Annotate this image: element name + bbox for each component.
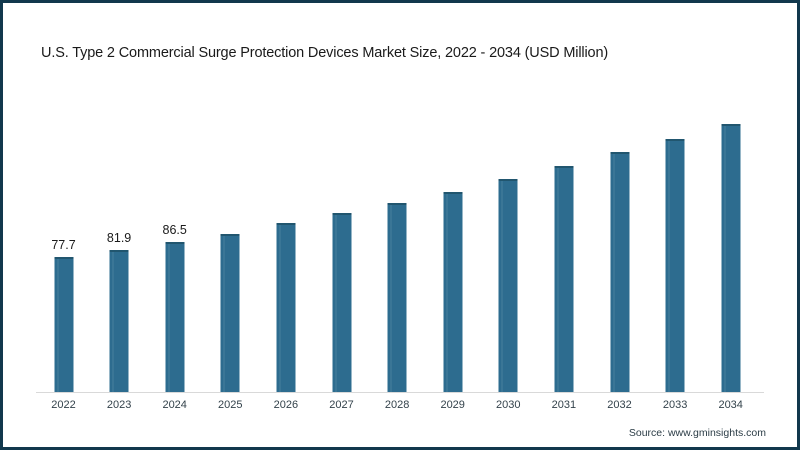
bar-group: 2028: [369, 3, 425, 411]
bar[interactable]: [165, 241, 185, 392]
bar-highlight: [668, 140, 670, 392]
x-axis-tick-label: 2032: [607, 399, 632, 411]
bar-group: 2026: [258, 3, 314, 411]
x-axis-tick-label: 2023: [106, 399, 132, 411]
bar-value-label: 81.9: [106, 230, 132, 245]
x-axis-tick-label: 2028: [384, 399, 410, 411]
bar[interactable]: [721, 124, 741, 392]
x-axis-tick-label: 2024: [162, 399, 187, 411]
x-axis-tick-label: 2029: [440, 399, 465, 411]
bar-group: 77.7 2022: [36, 3, 92, 411]
x-axis-tick-label: 2031: [551, 399, 577, 411]
x-axis-line: [36, 392, 764, 393]
bar-highlight: [335, 215, 336, 392]
bar[interactable]: [387, 203, 407, 392]
bar-group: 2027: [314, 3, 370, 411]
x-axis-tick-label: 2025: [218, 399, 243, 411]
bar-highlight: [613, 153, 614, 392]
bar-highlight: [724, 126, 726, 392]
bar-highlight: [557, 167, 559, 392]
x-axis-tick-label: 2034: [718, 399, 743, 411]
x-axis-tick-label: 2026: [273, 399, 299, 411]
bar-value-label: 86.5: [162, 222, 187, 237]
plot-area: 77.7 2022 81.9 2023 86.5 2024 2025 2026 2027 2028…: [3, 3, 797, 411]
chart-title: U.S. Type 2 Commercial Surge Protection …: [41, 45, 609, 61]
bar-group: 2029: [425, 3, 481, 411]
bar-highlight: [446, 194, 448, 392]
bar-group: 2033: [647, 3, 703, 411]
x-axis-tick-label: 2033: [662, 399, 688, 411]
bar[interactable]: [554, 165, 574, 392]
bar-group: 2025: [203, 3, 259, 411]
bar-highlight: [279, 225, 281, 392]
bar-group: 2030: [481, 3, 537, 411]
bar[interactable]: [665, 138, 685, 392]
bar[interactable]: [54, 257, 73, 392]
bar-value-label: 77.7: [51, 238, 76, 252]
bar[interactable]: [498, 179, 518, 392]
x-axis-tick-label: 2027: [329, 399, 354, 411]
bar-group: 2032: [592, 3, 648, 411]
bar-highlight: [223, 235, 225, 392]
bar[interactable]: [610, 151, 629, 392]
bar-group: 81.9 2023: [91, 3, 147, 411]
x-axis-tick-label: 2022: [51, 399, 76, 411]
chart-canvas: U.S. Type 2 Commercial Surge Protection …: [3, 3, 797, 447]
bar[interactable]: [276, 223, 296, 392]
bar-highlight: [112, 251, 114, 392]
bar[interactable]: [443, 192, 463, 392]
bar[interactable]: [109, 249, 129, 392]
bar-highlight: [57, 259, 58, 392]
bar-highlight: [390, 205, 392, 392]
bar-highlight: [501, 181, 503, 392]
bar-group: 86.5 2024: [147, 3, 203, 411]
bar[interactable]: [220, 233, 240, 392]
bar-highlight: [168, 243, 170, 392]
bar[interactable]: [332, 213, 351, 392]
bar-group: 2031: [536, 3, 592, 411]
bar-group: 2034: [703, 3, 759, 411]
x-axis-tick-label: 2030: [496, 399, 521, 411]
source-attribution: Source: www.gminsights.com: [628, 427, 766, 439]
